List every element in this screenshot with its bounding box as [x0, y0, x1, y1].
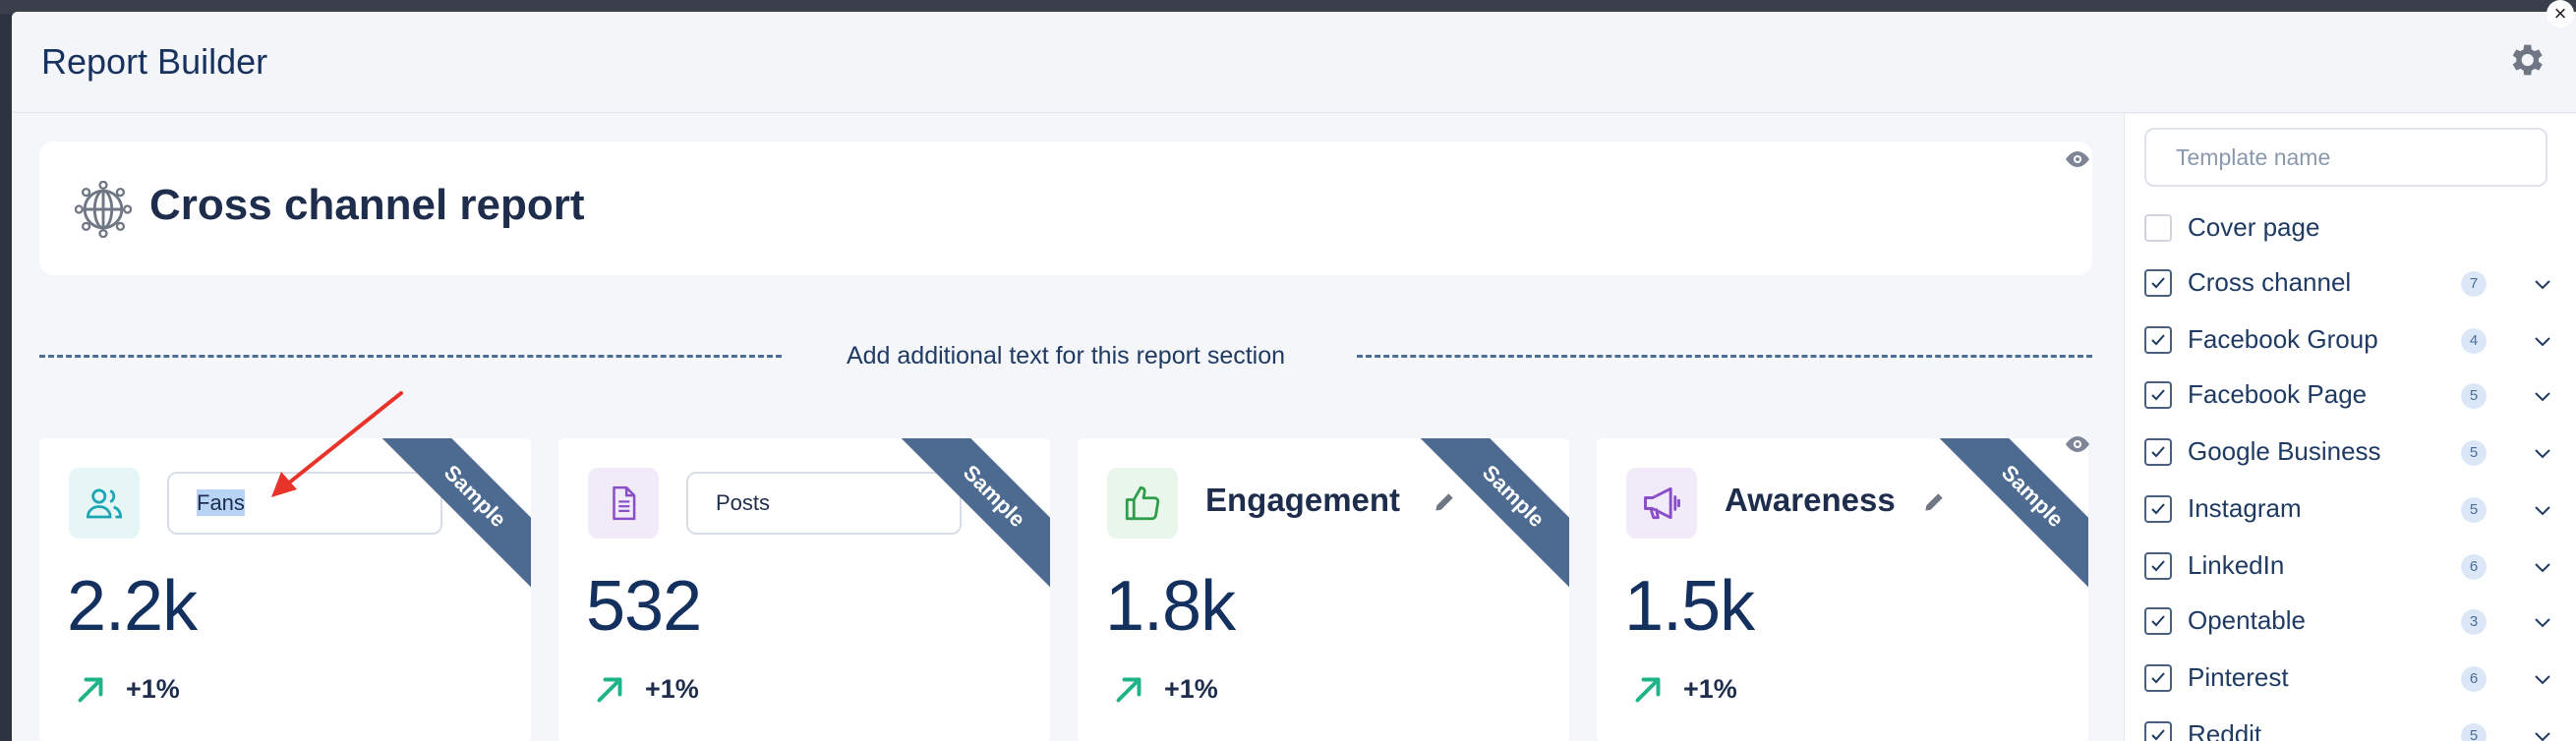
sample-ribbon: Sample	[1935, 438, 2088, 594]
sidebar-item-opentable[interactable]: Opentable 3	[2144, 601, 2557, 641]
report-canvas: Cross channel report Add additional text…	[12, 114, 2121, 741]
metric-card-engagement: Engagement 1.8k +1% Sample	[1078, 438, 1569, 741]
chevron-down-icon[interactable]	[2532, 556, 2553, 578]
section-text-divider[interactable]: Add additional text for this report sect…	[39, 336, 2092, 375]
metric-value: 1.5k	[1624, 567, 1755, 646]
sidebar-item-cross-channel[interactable]: Cross channel 7	[2144, 263, 2557, 303]
sidebar-item-label: Instagram	[2188, 493, 2302, 523]
trend-up-icon	[597, 677, 622, 703]
sidebar-item-google-business[interactable]: Google Business 5	[2144, 432, 2557, 472]
selected-label-text: Fans	[197, 489, 245, 516]
trend-up-icon	[78, 677, 103, 703]
metric-icon-container	[1626, 468, 1697, 539]
checkbox[interactable]	[2144, 664, 2172, 692]
trend-percentage: +1%	[1683, 674, 1737, 704]
metric-value: 532	[586, 567, 702, 646]
count-badge: 6	[2461, 666, 2487, 692]
checkbox[interactable]	[2144, 607, 2172, 635]
sidebar-item-label: Cross channel	[2188, 267, 2352, 297]
chevron-down-icon[interactable]	[2532, 611, 2553, 633]
chevron-down-icon[interactable]	[2532, 330, 2553, 352]
chevron-down-icon[interactable]	[2532, 385, 2553, 407]
sidebar-item-instagram[interactable]: Instagram 5	[2144, 489, 2557, 529]
template-sidebar: Template name Cover page Cross channel 7…	[2124, 114, 2576, 741]
metric-label-input[interactable]: Fans	[167, 472, 442, 535]
metric-card-posts: Posts 532 +1% Sample	[558, 438, 1050, 741]
trend-up-icon	[1635, 677, 1661, 703]
chevron-down-icon[interactable]	[2532, 499, 2553, 521]
eye-icon[interactable]	[2063, 149, 2092, 169]
report-builder-modal: Report Builder Cross channel report	[12, 12, 2576, 741]
sidebar-item-pinterest[interactable]: Pinterest 6	[2144, 658, 2557, 698]
count-badge: 5	[2461, 440, 2487, 466]
sidebar-item-label: LinkedIn	[2188, 550, 2285, 580]
checkbox[interactable]	[2144, 326, 2172, 354]
globe-icon	[75, 181, 132, 238]
close-icon[interactable]: ×	[2547, 0, 2574, 28]
pencil-icon[interactable]	[1432, 489, 1457, 515]
count-badge: 6	[2461, 554, 2487, 580]
metric-icon-container	[1107, 468, 1178, 539]
background-app	[0, 0, 2576, 14]
dashed-line-left	[39, 355, 782, 358]
trend-up-icon	[1116, 677, 1142, 703]
sidebar-item-label: Opentable	[2188, 605, 2306, 635]
count-badge: 5	[2461, 383, 2487, 409]
metric-card-fans: Fans 2.2k +1% Sample	[39, 438, 531, 741]
trend-percentage: +1%	[645, 674, 699, 704]
count-badge: 4	[2461, 328, 2487, 354]
sidebar-item-label: Facebook Page	[2188, 379, 2368, 409]
sidebar-item-cover-page[interactable]: Cover page	[2144, 208, 2557, 248]
checkbox[interactable]	[2144, 438, 2172, 466]
eye-icon[interactable]	[2063, 434, 2092, 454]
chevron-down-icon[interactable]	[2532, 442, 2553, 464]
count-badge: 3	[2461, 609, 2487, 635]
chevron-down-icon[interactable]	[2532, 668, 2553, 690]
sidebar-item-facebook-group[interactable]: Facebook Group 4	[2144, 320, 2557, 360]
sidebar-item-label: Facebook Group	[2188, 324, 2378, 354]
thumbs-up-icon	[1125, 485, 1160, 521]
checkbox[interactable]	[2144, 381, 2172, 409]
metric-heading: Engagement	[1205, 482, 1401, 518]
modal-header: Report Builder	[12, 12, 2576, 113]
dashed-line-right	[1357, 355, 2092, 358]
report-title-card: Cross channel report	[39, 142, 2092, 275]
metric-heading: Awareness	[1725, 482, 1896, 518]
checkbox[interactable]	[2144, 269, 2172, 297]
checkbox[interactable]	[2144, 495, 2172, 523]
sidebar-item-label: Google Business	[2188, 436, 2381, 466]
checkbox[interactable]	[2144, 721, 2172, 741]
sidebar-item-facebook-page[interactable]: Facebook Page 5	[2144, 375, 2557, 415]
count-badge: 5	[2461, 497, 2487, 523]
report-title: Cross channel report	[149, 181, 585, 229]
chevron-down-icon[interactable]	[2532, 273, 2553, 295]
chevron-down-icon[interactable]	[2532, 725, 2553, 741]
count-badge: 5	[2461, 723, 2487, 741]
pencil-icon[interactable]	[1921, 489, 1947, 515]
trend-percentage: +1%	[126, 674, 180, 704]
metric-value: 1.8k	[1105, 567, 1236, 646]
gear-icon[interactable]	[2505, 39, 2547, 81]
users-icon	[86, 488, 123, 519]
modal-title: Report Builder	[41, 41, 268, 82]
metric-icon-container	[588, 468, 659, 539]
checkbox[interactable]	[2144, 552, 2172, 580]
checkbox[interactable]	[2144, 214, 2172, 242]
count-badge: 7	[2461, 271, 2487, 297]
sample-ribbon: Sample	[1416, 438, 1569, 594]
metric-card-awareness: Awareness 1.5k +1% Sample	[1597, 438, 2088, 741]
metric-value: 2.2k	[67, 567, 198, 646]
sidebar-item-label: Reddit	[2188, 719, 2262, 741]
template-name-input[interactable]: Template name	[2144, 128, 2547, 187]
sidebar-item-label: Pinterest	[2188, 662, 2289, 692]
metric-icon-container	[69, 468, 140, 539]
section-text-prompt[interactable]: Add additional text for this report sect…	[846, 342, 1286, 370]
metric-label-input[interactable]: Posts	[686, 472, 962, 535]
sidebar-item-label: Cover page	[2188, 212, 2320, 242]
sidebar-item-reddit[interactable]: Reddit 5	[2144, 715, 2557, 741]
document-icon	[613, 485, 636, 521]
trend-percentage: +1%	[1164, 674, 1218, 704]
megaphone-icon	[1644, 486, 1680, 520]
sidebar-item-linkedin[interactable]: LinkedIn 6	[2144, 546, 2557, 586]
